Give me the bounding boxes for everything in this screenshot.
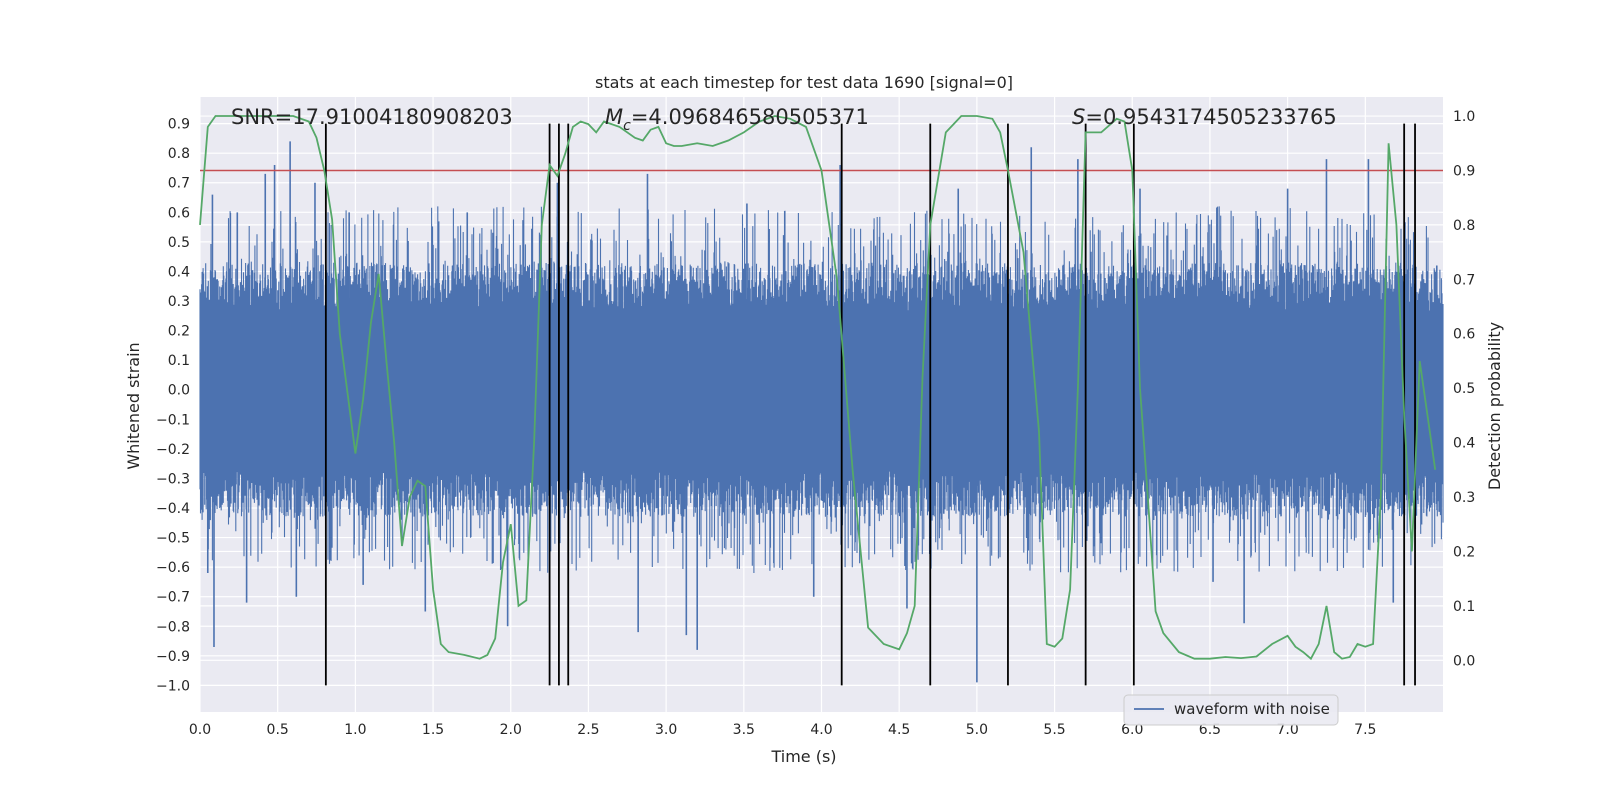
x-tick-label: 5.5 bbox=[1043, 722, 1065, 738]
x-tick-label: 6.0 bbox=[1121, 722, 1143, 738]
x-tick-label: 1.5 bbox=[422, 722, 444, 738]
y-left-tick-label: 0.1 bbox=[168, 353, 190, 369]
x-tick-label: 7.5 bbox=[1354, 722, 1376, 738]
y-left-tick-label: 0.5 bbox=[168, 235, 190, 251]
x-tick-label: 5.0 bbox=[966, 722, 988, 738]
legend-box bbox=[1123, 694, 1339, 726]
mc-subscript: c bbox=[623, 118, 631, 134]
s-value: =0.9543174505233765 bbox=[1085, 105, 1336, 129]
y-left-tick-label: −0.5 bbox=[156, 531, 190, 547]
x-axis-label: Time (s) bbox=[770, 747, 836, 766]
y-right-tick-label: 0.7 bbox=[1453, 272, 1475, 288]
mc-value: =4.096846580505371 bbox=[631, 105, 869, 129]
legend: waveform with noise bbox=[1123, 694, 1339, 726]
x-tick-label: 0.5 bbox=[267, 722, 289, 738]
y-right-tick-label: 0.4 bbox=[1453, 436, 1475, 452]
y-left-tick-label: −0.7 bbox=[156, 590, 190, 606]
y-right-tick-labels: 1.0 0.9 0.8 0.7 0.6 0.5 0.4 0.3 0.2 0.1 0.0 bbox=[1453, 109, 1475, 669]
y-axis-right-label: Detection probability bbox=[1485, 322, 1504, 490]
y-right-tick-label: 0.2 bbox=[1453, 544, 1475, 560]
chart-title: stats at each timestep for test data 169… bbox=[595, 73, 1013, 92]
y-left-tick-label: 0.2 bbox=[168, 324, 190, 340]
y-left-tick-label: 0.8 bbox=[168, 146, 190, 162]
mc-symbol: M bbox=[605, 105, 623, 129]
y-left-tick-label: −0.3 bbox=[156, 471, 190, 487]
y-left-tick-label: −0.8 bbox=[156, 619, 190, 635]
vertical-lines bbox=[324, 123, 1416, 686]
x-tick-label: 4.0 bbox=[810, 722, 832, 738]
waveform-series bbox=[199, 141, 1444, 683]
y-right-tick-label: 0.0 bbox=[1453, 653, 1475, 669]
x-tick-label: 6.5 bbox=[1199, 722, 1221, 738]
y-left-tick-label: −0.2 bbox=[156, 442, 190, 458]
y-left-tick-label: 0.7 bbox=[168, 176, 190, 192]
x-tick-label: 0.0 bbox=[189, 722, 211, 738]
y-left-tick-label: 0.4 bbox=[168, 264, 190, 280]
y-right-tick-label: 0.5 bbox=[1453, 381, 1475, 397]
mc-annotation: Mc=4.096846580505371 bbox=[605, 105, 869, 134]
snr-annotation: SNR=17.91004180908203 bbox=[231, 105, 513, 129]
y-axis-left-label: Whitened strain bbox=[124, 342, 143, 469]
x-tick-label: 3.0 bbox=[655, 722, 677, 738]
y-right-tick-label: 0.1 bbox=[1453, 599, 1475, 615]
s-annotation: S=0.9543174505233765 bbox=[1072, 105, 1337, 129]
x-tick-label: 4.5 bbox=[888, 722, 910, 738]
y-left-tick-label: −0.4 bbox=[156, 501, 190, 517]
detection-probability-line bbox=[199, 115, 1437, 661]
waveform-trace bbox=[199, 206, 1444, 573]
s-symbol: S bbox=[1072, 105, 1085, 129]
y-right-tick-label: 1.0 bbox=[1453, 109, 1475, 125]
y-left-tick-label: −0.9 bbox=[156, 649, 190, 665]
x-tick-label: 1.0 bbox=[344, 722, 366, 738]
y-left-tick-label: 0.0 bbox=[168, 383, 190, 399]
y-right-tick-label: 0.6 bbox=[1453, 327, 1475, 343]
y-left-tick-label: 0.6 bbox=[168, 205, 190, 221]
x-tick-label: 2.0 bbox=[500, 722, 522, 738]
x-tick-label: 7.0 bbox=[1276, 722, 1298, 738]
y-right-tick-label: 0.9 bbox=[1453, 163, 1475, 179]
y-left-tick-labels: 0.9 0.8 0.7 0.6 0.5 0.4 0.3 0.2 0.1 0.0 −0.1 −0.2 −0… bbox=[156, 117, 190, 695]
legend-waveform-label: waveform with noise bbox=[1174, 700, 1330, 718]
y-right-tick-label: 0.8 bbox=[1453, 218, 1475, 234]
y-right-tick-label: 0.3 bbox=[1453, 490, 1475, 506]
x-tick-label: 3.5 bbox=[733, 722, 755, 738]
x-tick-labels: 0.0 0.5 1.0 1.5 2.0 2.5 3.0 3.5 4.0 4.5 5.0 5.5 6.0 6… bbox=[189, 722, 1377, 738]
y-left-tick-label: −1.0 bbox=[156, 678, 190, 694]
y-left-tick-label: −0.1 bbox=[156, 412, 190, 428]
y-left-tick-label: 0.9 bbox=[168, 117, 190, 133]
x-tick-label: 2.5 bbox=[577, 722, 599, 738]
y-left-tick-label: 0.3 bbox=[168, 294, 190, 310]
y-left-tick-label: −0.6 bbox=[156, 560, 190, 576]
